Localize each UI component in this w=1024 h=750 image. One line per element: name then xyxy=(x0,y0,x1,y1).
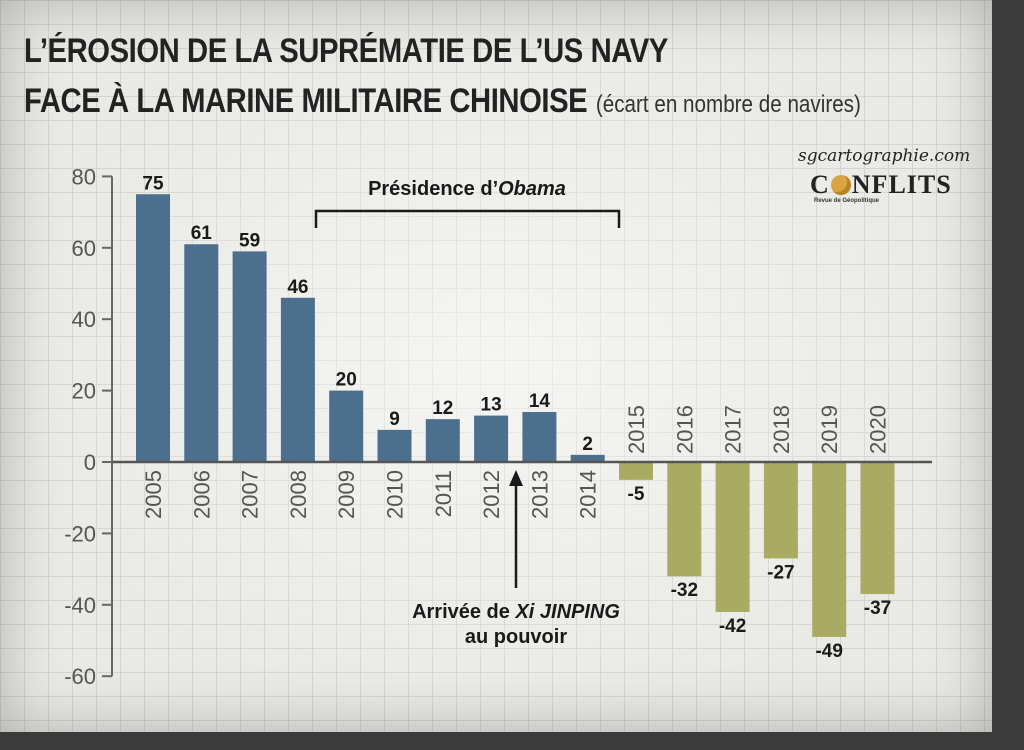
chart-subtitle: (écart en nombre de navires) xyxy=(595,91,861,118)
x-axis-labels: 2005 2006 2007 2008 2009 2010 2011 2012 2013 2014… xyxy=(141,405,891,519)
bar xyxy=(474,415,509,462)
data-label: 75 xyxy=(142,173,164,194)
x-tick-label: 2006 xyxy=(189,470,214,519)
data-label: -32 xyxy=(671,580,698,601)
y-axis: 80 60 40 20 0 -20 -40 -60 xyxy=(64,164,113,689)
arrow-up-icon xyxy=(509,470,523,486)
x-tick-label: 2010 xyxy=(383,470,408,519)
x-tick-label: 2019 xyxy=(817,405,842,454)
data-label: 12 xyxy=(432,398,453,419)
bar xyxy=(184,244,219,462)
bar xyxy=(812,462,847,637)
x-tick-label: 2015 xyxy=(624,405,649,454)
x-tick-label: 2016 xyxy=(672,405,697,454)
brand-url: sgcartographie.com xyxy=(798,146,971,166)
y-tick-label: -60 xyxy=(64,664,96,689)
brand-logo-post: NFLITS xyxy=(851,170,952,199)
x-tick-label: 2009 xyxy=(334,470,359,519)
x-tick-label: 2013 xyxy=(527,470,552,519)
globe-icon xyxy=(830,175,851,195)
y-tick-label: 60 xyxy=(72,236,96,261)
bar xyxy=(860,462,895,595)
y-tick-label: 0 xyxy=(84,450,96,475)
bar xyxy=(619,462,653,480)
y-tick-label: -20 xyxy=(64,521,96,546)
x-tick-label: 2005 xyxy=(141,470,166,519)
bar xyxy=(377,429,412,462)
x-tick-label: 2017 xyxy=(721,405,746,454)
chart-title-line-1: L’ÉROSION DE LA SUPRÉMATIE DE L’US NAVY xyxy=(24,32,668,70)
obama-label-name: Obama xyxy=(498,178,566,200)
data-label: -37 xyxy=(864,598,891,619)
obama-presidency-annotation: Présidence d’Obama xyxy=(314,178,621,228)
bar xyxy=(329,390,364,462)
bar xyxy=(522,412,557,462)
data-label: 2 xyxy=(582,434,593,455)
bar xyxy=(667,462,702,577)
data-label: 61 xyxy=(191,223,213,244)
data-label: 14 xyxy=(529,391,551,412)
data-label: 9 xyxy=(389,409,400,430)
data-label: -42 xyxy=(719,616,746,637)
bar xyxy=(136,194,170,462)
brand-logo: C NFLITS xyxy=(810,170,952,200)
y-tick-label: -40 xyxy=(64,593,96,618)
x-tick-label: 2011 xyxy=(431,470,456,517)
x-tick-label: 2007 xyxy=(238,470,263,519)
x-tick-label: 2008 xyxy=(286,470,311,519)
bar xyxy=(232,251,267,462)
chart-title-line-2-text: FACE À LA MARINE MILITAIRE CHINOISE xyxy=(24,82,588,120)
y-tick-label: 20 xyxy=(72,379,96,404)
xi-label-name: Xi JINPING xyxy=(514,601,619,623)
bar xyxy=(425,419,460,462)
chart-title-line-2: FACE À LA MARINE MILITAIRE CHINOISE (écar… xyxy=(24,82,861,124)
xi-label-line-2: au pouvoir xyxy=(465,626,567,648)
xi-label-line-1: Arrivée de Xi JINPING xyxy=(412,601,620,623)
value-labels: 75 61 59 46 20 9 12 13 14 2 -5 -32 -42 -27 -49 -37 xyxy=(142,173,891,662)
xi-jinping-annotation: Arrivée de Xi JINPING au pouvoir xyxy=(412,470,620,648)
xi-label-prefix: Arrivée de xyxy=(412,601,515,623)
data-label: -5 xyxy=(628,484,645,505)
y-tick-label: 80 xyxy=(72,164,96,189)
chart-panel: L’ÉROSION DE LA SUPRÉMATIE DE L’US NAVY … xyxy=(0,0,992,732)
data-label: 20 xyxy=(336,370,357,391)
bar xyxy=(763,462,798,559)
data-label: -49 xyxy=(815,641,842,662)
data-label: 13 xyxy=(481,395,502,416)
x-tick-label: 2018 xyxy=(769,405,794,454)
obama-label-prefix: Présidence d’ xyxy=(368,178,498,200)
x-tick-label: 2020 xyxy=(866,405,891,454)
data-label: 46 xyxy=(287,277,308,298)
x-tick-label: 2012 xyxy=(479,470,504,519)
data-label: 59 xyxy=(239,230,260,251)
brand-logo-pre: C xyxy=(810,170,830,199)
x-tick-label: 2014 xyxy=(576,470,601,519)
obama-label: Présidence d’Obama xyxy=(368,178,566,200)
bar xyxy=(570,454,605,462)
brand-tagline: Revue de Géopolitique xyxy=(814,198,880,204)
data-label: -27 xyxy=(767,562,794,583)
y-tick-label: 40 xyxy=(72,307,96,332)
obama-bracket xyxy=(314,209,621,228)
bar xyxy=(280,297,315,462)
bars xyxy=(112,194,932,637)
bar xyxy=(715,462,750,612)
